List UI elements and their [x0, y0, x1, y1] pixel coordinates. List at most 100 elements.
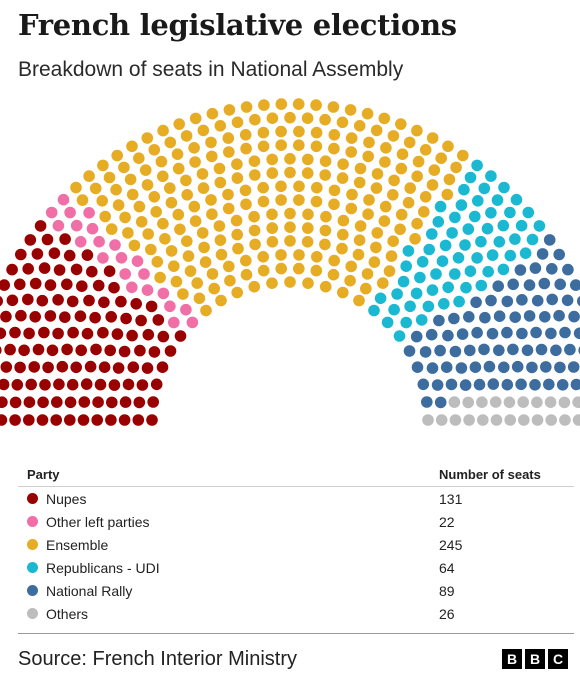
seat-dot	[126, 281, 138, 294]
seat-dot	[426, 284, 439, 296]
seat-dot	[122, 227, 134, 239]
seat-dot	[328, 129, 341, 141]
seat-dot	[138, 268, 150, 280]
seat-dot	[206, 150, 218, 163]
seat-dot	[507, 278, 519, 291]
seat-dot	[38, 326, 50, 339]
seat-dot	[266, 208, 278, 221]
seat-dot	[0, 327, 7, 340]
seat-dot	[206, 107, 219, 120]
seat-dot	[337, 214, 350, 227]
seat-dot	[284, 153, 296, 165]
seat-dot	[135, 216, 148, 228]
seat-dot	[103, 265, 116, 278]
seat-dot	[6, 294, 19, 307]
seat-dot	[370, 241, 382, 254]
seat-dot	[78, 396, 91, 408]
seat-dot	[432, 216, 445, 228]
seat-dot	[76, 280, 88, 293]
seat-dot	[479, 311, 491, 324]
seat-dot	[561, 294, 574, 307]
seat-dot	[224, 274, 236, 287]
seat-dot	[98, 361, 111, 374]
seat-dot	[354, 162, 367, 175]
seat-dot	[344, 104, 357, 116]
seat-dot	[486, 327, 499, 340]
seat-dot	[435, 414, 448, 426]
seat-dot	[529, 379, 541, 391]
seat-dot	[363, 194, 375, 206]
party-cell: Ensemble	[18, 537, 439, 553]
seat-dot	[540, 361, 552, 373]
seat-dot	[378, 112, 391, 125]
seat-dot	[9, 326, 21, 339]
seat-dot	[414, 271, 426, 284]
seat-dot	[130, 298, 142, 310]
seat-dot	[249, 169, 261, 181]
seat-dot	[464, 171, 477, 184]
seat-dot	[491, 194, 504, 206]
bbc-logo: B B C	[502, 649, 568, 669]
seat-dot	[119, 211, 131, 224]
seat-dot	[29, 311, 41, 323]
seat-dot	[431, 379, 444, 391]
seat-dot	[497, 263, 510, 276]
seat-dot	[97, 159, 109, 172]
seat-dot	[94, 378, 107, 391]
seat-dot	[198, 241, 210, 254]
seat-dot	[449, 268, 461, 280]
seat-dot	[400, 260, 413, 273]
seat-dot	[182, 250, 195, 262]
seat-dot	[310, 195, 323, 208]
seat-dot	[146, 414, 158, 426]
party-cell: Other left parties	[18, 514, 439, 530]
seat-dot	[105, 311, 117, 323]
seat-dot	[404, 300, 416, 313]
seat-dot	[90, 343, 102, 356]
seat-dot	[363, 136, 375, 149]
seat-dot	[172, 208, 185, 221]
seat-dot	[568, 310, 580, 323]
seat-dot	[434, 200, 447, 213]
seat-dot	[66, 295, 79, 308]
seat-dot	[53, 378, 65, 391]
seat-dot	[257, 250, 270, 263]
seat-dot	[471, 159, 483, 172]
seat-dot	[434, 344, 446, 357]
seat-dot	[189, 156, 201, 168]
seat-dot	[531, 396, 543, 409]
seat-dot	[0, 346, 2, 355]
seat-dot	[310, 99, 322, 111]
seat-count: 22	[439, 513, 455, 530]
seat-dot	[168, 316, 180, 329]
seat-dot	[397, 275, 410, 288]
seat-dot	[301, 112, 314, 124]
seat-dot	[472, 195, 484, 207]
seat-dot	[164, 300, 176, 313]
seat-dot	[370, 124, 383, 137]
seat-dot	[529, 262, 542, 274]
seat-dot	[39, 379, 51, 391]
seat-dot	[46, 344, 59, 357]
seat-dot	[97, 252, 109, 264]
seat-dot	[74, 310, 87, 323]
seat-dot	[13, 278, 26, 291]
seat-dot	[141, 179, 154, 191]
seat-dot	[181, 189, 193, 201]
footer-divider	[18, 633, 574, 634]
seat-dot	[554, 361, 566, 374]
seat-dot	[11, 379, 24, 391]
seat-dot	[145, 300, 158, 313]
seat-dot	[9, 396, 22, 409]
seat-dot	[327, 268, 340, 281]
seat-dot	[231, 172, 244, 184]
seat-dot	[336, 116, 349, 129]
seat-dot	[128, 239, 141, 252]
seat-dot	[328, 142, 340, 155]
seat-dot	[411, 361, 424, 374]
seat-dot	[504, 414, 516, 426]
seat-dot	[81, 327, 94, 340]
seat-dot	[436, 255, 449, 267]
seat-dot	[517, 396, 529, 408]
seat-dot	[510, 193, 523, 206]
